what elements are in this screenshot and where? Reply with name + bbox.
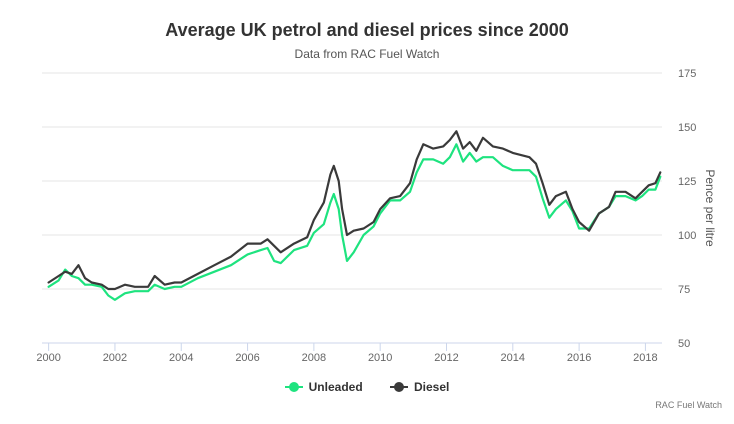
y-tick-label-125: 125 [678, 176, 696, 188]
legend: Unleaded Diesel [0, 380, 734, 395]
y-tick-label-50: 50 [678, 338, 690, 350]
chart-credit[interactable]: RAC Fuel Watch [655, 400, 722, 410]
legend-symbol-diesel [390, 382, 408, 392]
x-tick-label-2014: 2014 [501, 352, 525, 364]
series-line-diesel [47, 130, 662, 291]
legend-item-unleaded[interactable]: Unleaded [284, 380, 363, 394]
legend-symbol-unleaded [284, 382, 303, 392]
x-tick-label-2016: 2016 [567, 352, 591, 364]
x-tick-label-2004: 2004 [169, 352, 193, 364]
legend-label-unleaded: Unleaded [308, 380, 363, 394]
x-tick-label-2012: 2012 [434, 352, 458, 364]
y-axis-title: Pence per litre [703, 169, 717, 247]
y-tick-label-175: 175 [678, 68, 696, 80]
x-tick-label-2010: 2010 [368, 352, 392, 364]
chart-subtitle: Data from RAC Fuel Watch [294, 47, 440, 61]
legend-item-diesel[interactable]: Diesel [390, 380, 449, 394]
series-line-unleaded [47, 143, 662, 301]
x-tick-label-2000: 2000 [36, 352, 60, 364]
x-tick-label-2002: 2002 [103, 352, 127, 364]
legend-label-diesel: Diesel [414, 380, 450, 394]
y-tick-label-150: 150 [678, 122, 696, 134]
y-tick-label-100: 100 [678, 230, 696, 242]
y-tick-label-75: 75 [678, 284, 690, 296]
x-tick-label-2018: 2018 [633, 352, 657, 364]
x-tick-label-2006: 2006 [235, 352, 259, 364]
x-tick-label-2008: 2008 [302, 352, 326, 364]
chart-title: Average UK petrol and diesel prices sinc… [165, 20, 569, 40]
